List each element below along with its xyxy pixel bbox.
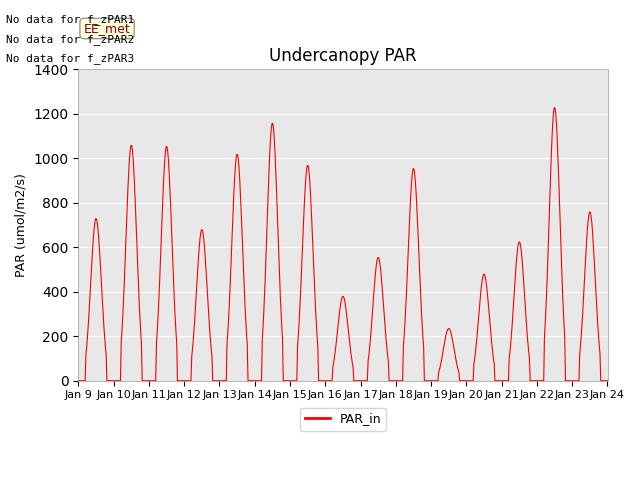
Text: No data for f_zPAR2: No data for f_zPAR2 (6, 34, 134, 45)
Y-axis label: PAR (umol/m2/s): PAR (umol/m2/s) (15, 173, 28, 277)
Legend: PAR_in: PAR_in (300, 408, 387, 431)
Text: No data for f_zPAR1: No data for f_zPAR1 (6, 14, 134, 25)
Text: EE_met: EE_met (84, 22, 131, 35)
Text: No data for f_zPAR3: No data for f_zPAR3 (6, 53, 134, 64)
Title: Undercanopy PAR: Undercanopy PAR (269, 47, 417, 65)
